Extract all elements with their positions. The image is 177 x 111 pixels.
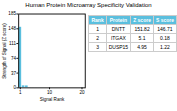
svg-text:Strength of Signal (Z score): Strength of Signal (Z score) — [2, 23, 7, 79]
html-text:146.71: 146.71 — [157, 26, 173, 32]
svg-text:20: 20 — [79, 90, 85, 95]
html-text:5.1: 5.1 — [138, 35, 146, 41]
svg-text:74: 74 — [11, 56, 17, 61]
html-text:2: 2 — [96, 35, 99, 41]
svg-text:37: 37 — [11, 71, 17, 76]
svg-text:148: 148 — [8, 26, 16, 31]
html-text:Human Protein Microarray Speci: Human Protein Microarray Specificity Val… — [25, 2, 152, 8]
html-text:DUSP15: DUSP15 — [108, 44, 129, 50]
html-text:4.95: 4.95 — [137, 44, 147, 50]
html-text:Z score: Z score — [133, 17, 151, 23]
html-text:S score: S score — [155, 17, 174, 23]
svg-text:0: 0 — [13, 85, 16, 90]
svg-text:10: 10 — [47, 90, 53, 95]
svg-text:111: 111 — [9, 41, 16, 46]
html-text:1: 1 — [96, 26, 99, 32]
html-text:151.82: 151.82 — [134, 26, 150, 32]
html-text:1.22: 1.22 — [160, 44, 170, 50]
svg-text:1: 1 — [19, 90, 22, 95]
svg-text:185: 185 — [8, 11, 16, 16]
html-text:Rank: Rank — [91, 17, 104, 23]
svg-text:Signal Rank: Signal Rank — [40, 97, 65, 102]
html-text:ITGAX: ITGAX — [110, 35, 126, 41]
html-text:Protein: Protein — [109, 17, 127, 23]
html-text:DNTT: DNTT — [111, 26, 126, 32]
html-text:0.18: 0.18 — [160, 35, 170, 41]
html-text:3: 3 — [96, 44, 99, 50]
